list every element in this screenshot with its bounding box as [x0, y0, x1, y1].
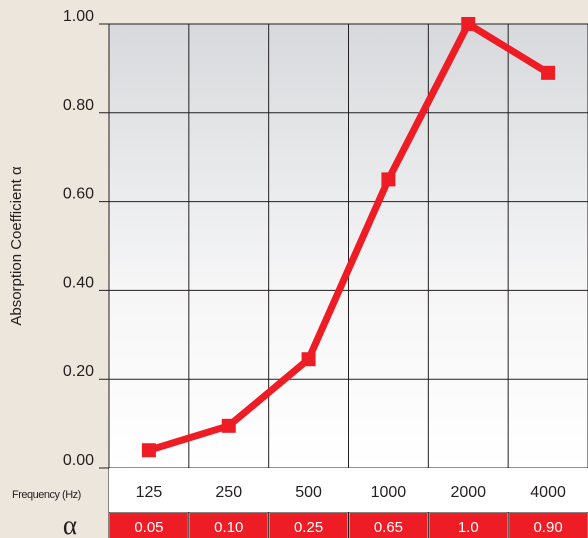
alpha-value-label: 0.25: [294, 519, 323, 536]
y-tick-label: 1.00: [63, 8, 94, 25]
frequency-row-background: [109, 468, 588, 512]
x-axis-label: Frequency (Hz): [12, 489, 81, 501]
alpha-value-label: 0.65: [374, 519, 403, 536]
y-tick-label: 0.80: [63, 97, 94, 114]
y-tick-label: 0.60: [63, 186, 94, 203]
data-point-marker: [141, 443, 156, 458]
alpha-symbol: α: [63, 510, 77, 538]
alpha-value-label: 0.10: [214, 519, 243, 536]
alpha-cell: [269, 513, 348, 538]
alpha-cell: [509, 513, 587, 538]
alpha-row: 0.05 0.10 0.25 0.65 1.0 0.90: [110, 513, 587, 538]
alpha-value-label: 0.90: [533, 519, 562, 536]
data-point-marker: [541, 65, 556, 80]
data-point-marker: [221, 418, 236, 433]
y-tick-label: 0.40: [63, 274, 94, 291]
data-point-marker: [461, 17, 476, 31]
y-axis: 0.00 0.20 0.40 0.60 0.80 1.00: [63, 8, 94, 469]
alpha-cell: [110, 513, 188, 538]
absorption-line: [145, 20, 552, 454]
alpha-cell: [429, 513, 508, 538]
frequency-label: 1000: [371, 484, 407, 501]
y-tick-label: 0.00: [63, 452, 94, 469]
frequency-label: 250: [215, 484, 242, 501]
frequency-label: 4000: [530, 484, 566, 501]
alpha-value-label: 0.05: [134, 519, 163, 536]
frequency-label: 500: [295, 484, 322, 501]
frequency-label: 2000: [450, 484, 486, 501]
frequency-row: 125 250 500 1000 2000 4000: [136, 484, 566, 501]
alpha-cell: [189, 513, 268, 538]
data-point-marker: [301, 352, 316, 367]
alpha-cell: [349, 513, 428, 538]
series-absorption: [141, 17, 556, 458]
y-axis-label: Absorption Coefficient α: [8, 166, 25, 326]
data-point-marker: [381, 172, 396, 187]
frequency-label: 125: [136, 484, 163, 501]
y-tick-label: 0.20: [63, 363, 94, 380]
alpha-value-label: 1.0: [458, 519, 479, 536]
